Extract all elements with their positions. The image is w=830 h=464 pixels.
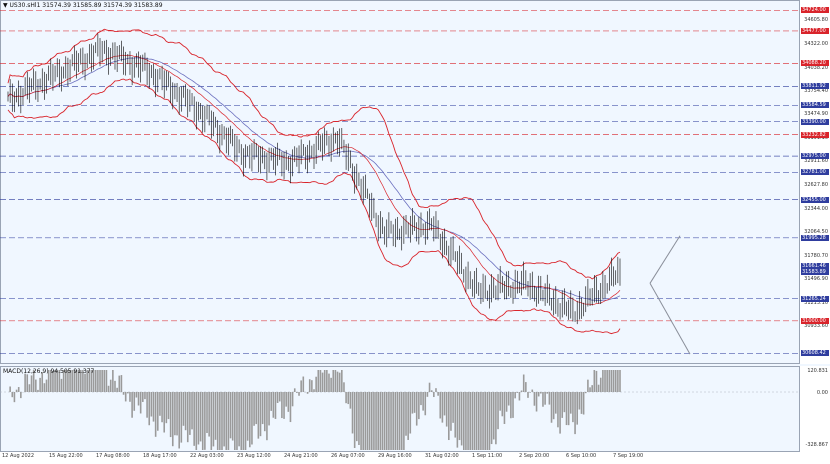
time-tick-label: 22 Aug 03:00 — [190, 453, 224, 459]
time-tick-label: 1 Sep 11:00 — [472, 453, 503, 459]
level-price-tag: 34477.00 — [801, 27, 829, 34]
level-price-tag: 31000.00 — [801, 317, 829, 324]
time-tick-label: 23 Aug 12:00 — [237, 453, 271, 459]
price-chart-panel[interactable] — [0, 0, 800, 364]
price-tick-label: 32911.60 — [804, 158, 828, 165]
time-tick-label: 18 Aug 17:00 — [143, 453, 177, 459]
level-price-tag: 31995.28 — [801, 234, 829, 241]
projection-up-arrow — [649, 235, 681, 284]
time-tick-label: 31 Aug 02:00 — [425, 453, 459, 459]
upper-band-line — [7, 28, 621, 280]
price-tick-label: 31213.10 — [804, 300, 828, 307]
level-price-tag: 33232.82 — [801, 131, 829, 138]
time-tick-label: 12 Aug 2022 — [2, 453, 35, 459]
time-tick-label: 2 Sep 20:00 — [519, 453, 550, 459]
time-tick-label: 7 Sep 19:00 — [613, 453, 644, 459]
level-price-tag: 30608.42 — [801, 350, 829, 357]
price-tick-label: 31496.90 — [804, 276, 828, 283]
price-tick-label: 33191.10 — [804, 135, 828, 142]
symbol-header: ▼ US30.sHl1 31574.39 31585.89 31574.39 3… — [3, 2, 163, 9]
macd-tick-label: 0.00 — [816, 390, 828, 396]
price-chart-canvas — [0, 9, 800, 355]
lower-band-line — [7, 78, 621, 335]
price-tick-label: 33474.90 — [804, 111, 828, 118]
price-tick-label: 31780.70 — [804, 252, 828, 259]
level-price-tag: 34088.20 — [801, 60, 829, 67]
macd-canvas — [0, 370, 800, 450]
time-tick-label: 26 Aug 07:00 — [331, 453, 365, 459]
time-tick-label: 17 Aug 08:00 — [96, 453, 130, 459]
level-price-tag: 32781.00 — [801, 169, 829, 176]
price-axis[interactable]: 34605.80 34322.00 34038.20 33754.40 33474.90… — [800, 0, 830, 364]
price-tick-label: 34038.20 — [804, 64, 828, 71]
time-tick-label: 24 Aug 21:00 — [284, 453, 318, 459]
level-price-tag: 32975.00 — [801, 153, 829, 160]
macd-axis: 120.831 0.00 -328.867 — [800, 366, 830, 452]
price-tick-label: 32627.80 — [804, 182, 828, 189]
time-tick-label: 29 Aug 16:00 — [378, 453, 412, 459]
level-price-tag: 32455.00 — [801, 196, 829, 203]
time-axis[interactable]: 12 Aug 2022 15 Aug 22:00 17 Aug 08:00 18 Au… — [0, 452, 830, 464]
macd-label: MACD(12,26,9) 94.505 91.377 — [3, 368, 95, 375]
price-tick-label: 32344.00 — [804, 205, 828, 212]
level-price-tag: 33584.59 — [801, 102, 829, 109]
price-tick-label: 32064.50 — [804, 229, 828, 236]
level-price-tag: 31583.89 — [801, 269, 829, 276]
level-price-tag: 34724.00 — [801, 7, 829, 14]
macd-tick-label: -328.867 — [805, 442, 828, 448]
price-tick-label: 34322.00 — [804, 40, 828, 47]
level-price-tag: 31265.24 — [801, 295, 829, 302]
moving-average-line — [7, 57, 621, 301]
time-tick-label: 15 Aug 22:00 — [49, 453, 83, 459]
level-price-tag: 33811.92 — [801, 83, 829, 90]
level-price-tag: 31661.46 — [801, 262, 829, 269]
macd-tick-label: 120.831 — [807, 368, 828, 374]
level-price-tag: 33390.00 — [801, 118, 829, 125]
time-tick-label: 6 Sep 10:00 — [566, 453, 597, 459]
price-tick-label: 30933.60 — [804, 323, 828, 330]
price-tick-label: 33754.40 — [804, 88, 828, 95]
projection-down-arrow — [649, 283, 691, 355]
price-tick-label: 34605.80 — [804, 17, 828, 24]
